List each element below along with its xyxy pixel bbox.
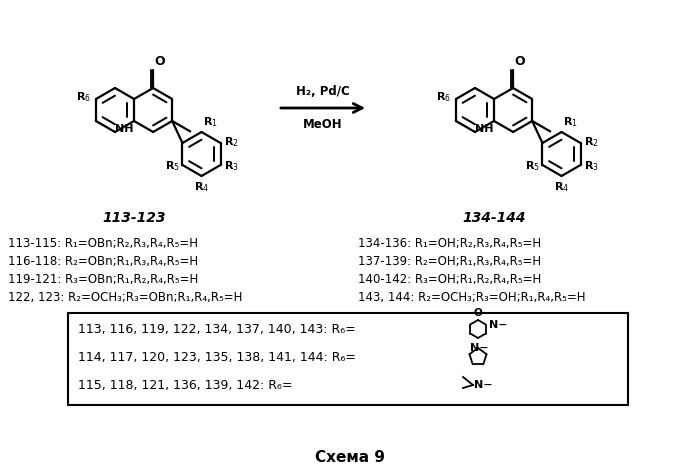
Text: R$_2$: R$_2$: [584, 135, 598, 149]
Text: 122, 123: R₂=OCH₃;R₃=OBn;R₁,R₄,R₅=H: 122, 123: R₂=OCH₃;R₃=OBn;R₁,R₄,R₅=H: [8, 291, 242, 304]
Text: 140-142: R₃=OH;R₁,R₂,R₄,R₅=H: 140-142: R₃=OH;R₁,R₂,R₄,R₅=H: [358, 273, 541, 286]
Text: Схема 9: Схема 9: [315, 450, 385, 465]
Text: 115, 118, 121, 136, 139, 142: R₆=: 115, 118, 121, 136, 139, 142: R₆=: [78, 379, 293, 391]
Text: 114, 117, 120, 123, 135, 138, 141, 144: R₆=: 114, 117, 120, 123, 135, 138, 141, 144: …: [78, 351, 356, 363]
Text: 134-136: R₁=OH;R₂,R₃,R₄,R₅=H: 134-136: R₁=OH;R₂,R₃,R₄,R₅=H: [358, 237, 541, 250]
Text: O: O: [154, 55, 164, 68]
Text: R$_4$: R$_4$: [194, 180, 209, 194]
Text: R$_6$: R$_6$: [436, 90, 451, 104]
Text: N−: N−: [470, 343, 489, 353]
Text: N−: N−: [474, 380, 493, 390]
Text: R$_3$: R$_3$: [584, 159, 598, 173]
Text: NH: NH: [115, 124, 133, 134]
Text: R$_1$: R$_1$: [202, 115, 218, 129]
Text: 134-144: 134-144: [462, 211, 526, 225]
Text: 116-118: R₂=OBn;R₁,R₃,R₄,R₅=H: 116-118: R₂=OBn;R₁,R₃,R₄,R₅=H: [8, 255, 198, 268]
Text: MeOH: MeOH: [303, 118, 343, 131]
Text: 119-121: R₃=OBn;R₁,R₂,R₄,R₅=H: 119-121: R₃=OBn;R₁,R₂,R₄,R₅=H: [8, 273, 198, 286]
Text: 113, 116, 119, 122, 134, 137, 140, 143: R₆=: 113, 116, 119, 122, 134, 137, 140, 143: …: [78, 322, 356, 336]
Text: 137-139: R₂=OH;R₁,R₃,R₄,R₅=H: 137-139: R₂=OH;R₁,R₃,R₄,R₅=H: [358, 255, 541, 268]
Text: NH: NH: [475, 124, 493, 134]
Text: R$_6$: R$_6$: [76, 90, 91, 104]
Bar: [68, 313, 628, 405]
Text: O: O: [474, 308, 482, 318]
Text: R$_5$: R$_5$: [164, 159, 179, 173]
Text: R$_4$: R$_4$: [554, 180, 569, 194]
Text: H₂, Pd/C: H₂, Pd/C: [296, 85, 350, 98]
Text: R$_1$: R$_1$: [563, 115, 578, 129]
Text: R$_2$: R$_2$: [223, 135, 239, 149]
Text: 113-115: R₁=OBn;R₂,R₃,R₄,R₅=H: 113-115: R₁=OBn;R₂,R₃,R₄,R₅=H: [8, 237, 198, 250]
Text: 143, 144: R₂=OCH₃;R₃=OH;R₁,R₄,R₅=H: 143, 144: R₂=OCH₃;R₃=OH;R₁,R₄,R₅=H: [358, 291, 585, 304]
Text: O: O: [514, 55, 525, 68]
Text: R$_3$: R$_3$: [223, 159, 239, 173]
Text: R$_5$: R$_5$: [524, 159, 540, 173]
Text: N−: N−: [489, 320, 508, 329]
Text: 113-123: 113-123: [102, 211, 166, 225]
